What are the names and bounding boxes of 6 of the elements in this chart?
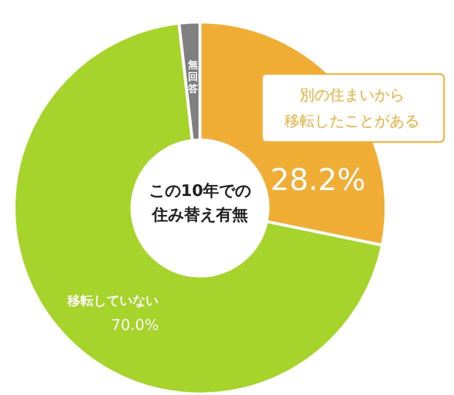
slice-label: 無回答 [186,59,199,95]
data-label: 70.0% [111,316,159,334]
data-label: 28.2% [270,163,366,198]
text: この10年での住み替え有無 [148,181,252,224]
slice-label: 別の住まいから移転したことがある [284,86,420,130]
slice-label: 移転していない [66,294,158,309]
